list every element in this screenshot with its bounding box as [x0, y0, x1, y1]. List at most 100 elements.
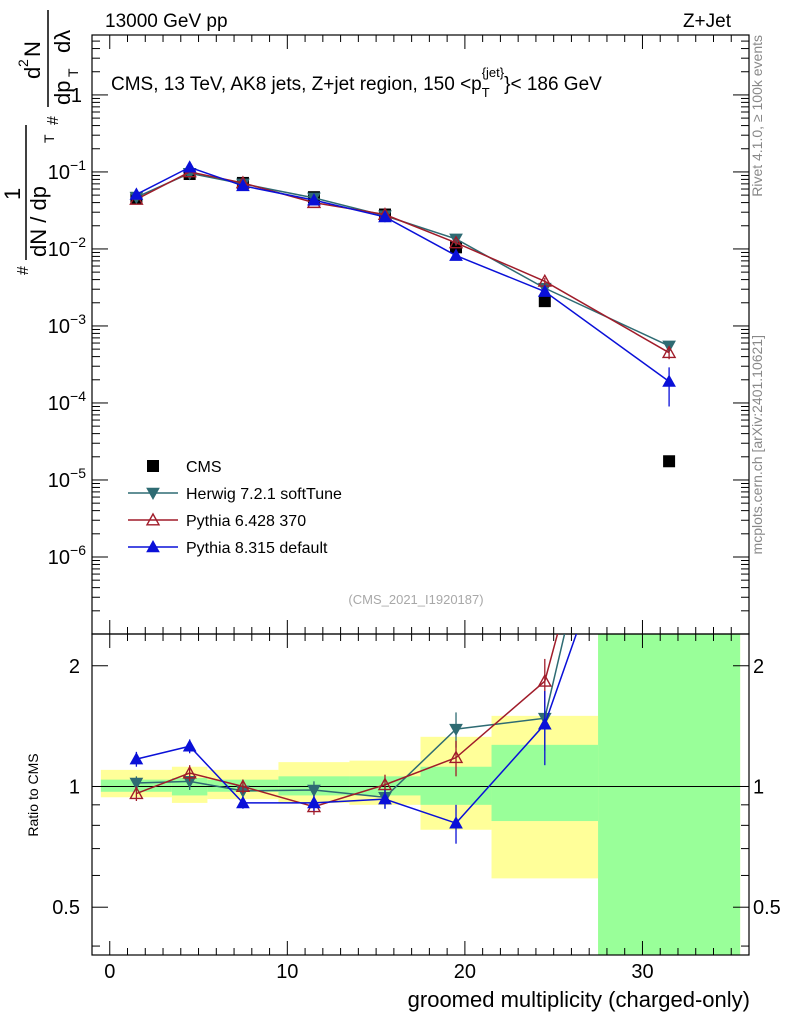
ratio-line-pythia8 — [136, 634, 578, 825]
ytick-base-2: 10 — [48, 239, 70, 261]
ratio-point-pythia6-4 — [377, 777, 393, 791]
main-ytick-label-1: 10−1 — [48, 157, 86, 184]
x-tick-label-10: 10 — [276, 961, 298, 983]
side-label-top: Rivet 4.1.0, ≥ 100k events — [749, 35, 765, 197]
legend-marker-pythia6 — [145, 512, 161, 526]
main-ytick-label-6: 10−6 — [48, 542, 86, 569]
ratio-ytick-label-right-1: 1 — [753, 776, 764, 798]
x-tick-label-20: 20 — [454, 961, 476, 983]
ratio-ytick-label-right-0: 0.5 — [753, 897, 781, 919]
ytick-exp-4: −4 — [70, 388, 86, 404]
main-line-herwig — [136, 172, 670, 347]
main-ytick-label-5: 10−5 — [48, 465, 86, 492]
ratio-ytick-label-left-1: 1 — [69, 776, 80, 798]
main-point-pythia8-1 — [182, 160, 197, 173]
main-point-pythia6-5 — [448, 235, 464, 249]
legend-entry-pythia6: Pythia 6.428 370 — [128, 512, 306, 530]
ratio-frame — [91, 633, 750, 956]
ratio-point-pythia8-1 — [182, 739, 197, 752]
main-point-herwig-5 — [449, 233, 463, 246]
ratio-point-pythia6-1 — [182, 765, 197, 779]
x-axis-label: groomed multiplicity (charged-only) — [408, 987, 750, 1012]
main-series-pythia8 — [129, 160, 676, 407]
legend-label-pythia6: Pythia 6.428 370 — [186, 513, 306, 530]
main-ytick-label-2: 10−2 — [48, 234, 86, 261]
ylabel-d: d — [20, 67, 45, 79]
ytick-exp-1: −1 — [70, 157, 86, 173]
main-ytick-label-0: 1 — [71, 85, 82, 107]
ratio-point-pythia8-4 — [378, 792, 392, 805]
ratio-ytick-label-right-2: 2 — [753, 656, 764, 678]
main-series-pythia6 — [129, 164, 677, 360]
ratio-bands — [92, 634, 749, 955]
ytick-base-4: 10 — [48, 393, 70, 415]
main-point-pythia8-2 — [236, 178, 250, 192]
title-part-a: CMS, 13 TeV, AK8 jets, Z+jet region, 150… — [111, 74, 482, 95]
ylabel-dn-dpt: dN / dp — [26, 186, 51, 257]
main-point-pythia8-0 — [129, 187, 144, 200]
main-point-pythia8-5 — [449, 248, 463, 261]
ylabel-n: N — [20, 41, 45, 57]
ratio-point-pythia8-6 — [537, 717, 552, 730]
legend-marker-pythia8 — [146, 539, 160, 553]
band-inner-7 — [598, 634, 741, 955]
ytick-exp-3: −3 — [70, 311, 86, 327]
ratio-line-pythia6 — [136, 634, 559, 808]
analysis-watermark: (CMS_2021_I1920187) — [348, 592, 483, 607]
x-tick-label-0: 0 — [104, 961, 115, 983]
legend-label-pythia8: Pythia 8.315 default — [186, 540, 328, 557]
main-point-pythia6-7 — [661, 345, 677, 359]
main-ytick-label-4: 10−4 — [48, 388, 86, 415]
side-label-bottom: mcplots.cern.ch [arXiv:2401.10621] — [749, 335, 765, 554]
ylabel-sub-t-2: T — [65, 68, 81, 77]
ytick-base-3: 10 — [48, 316, 70, 338]
plot-title: CMS, 13 TeV, AK8 jets, Z+jet region, 150… — [111, 65, 602, 100]
legend-label-cms: CMS — [186, 459, 222, 476]
title-sub: T — [482, 85, 490, 100]
ratio-point-pythia6-2 — [235, 779, 251, 792]
ytick-base-6: 10 — [48, 547, 70, 569]
ratio-point-herwig-3 — [307, 784, 321, 798]
ratio-point-herwig-5 — [449, 723, 463, 737]
main-ylabel: # 1 dN / dp T # d 2 N dp T dλ — [0, 10, 81, 275]
ytick-base-5: 10 — [48, 470, 70, 492]
ratio-ytick-label-left-0: 0.5 — [52, 897, 80, 919]
ylabel-sub-t-1: T — [41, 134, 57, 143]
main-line-pythia6 — [136, 171, 670, 354]
legend-entry-pythia8: Pythia 8.315 default — [128, 539, 328, 557]
main-ytick-label-3: 10−3 — [48, 311, 86, 338]
main-point-pythia8-3 — [307, 193, 321, 206]
ratio-point-pythia8-2 — [236, 795, 250, 809]
ylabel-hash-2: # — [45, 116, 62, 125]
main-series-cms — [130, 168, 676, 468]
legend-label-herwig: Herwig 7.2.1 softTune — [186, 486, 342, 503]
ratio-series-pythia8 — [129, 634, 578, 844]
ylabel-hash-1: # — [15, 266, 32, 275]
x-tick-label-30: 30 — [631, 961, 653, 983]
main-point-pythia8-6 — [537, 284, 552, 297]
ylabel-one: 1 — [0, 188, 25, 200]
ratio-line-herwig — [136, 634, 566, 799]
legend-marker-cms — [147, 460, 159, 472]
legend-entry-cms: CMS — [147, 459, 222, 476]
ylabel-sup-2: 2 — [15, 59, 31, 67]
ratio-point-pythia6-5 — [448, 750, 464, 764]
ratio-series-group — [129, 634, 578, 844]
legend-marker-herwig — [146, 487, 160, 501]
main-point-pythia8-4 — [378, 209, 392, 223]
ratio-point-pythia6-6 — [537, 673, 552, 687]
main-point-pythia8-7 — [662, 374, 676, 387]
ratio-point-pythia8-5 — [449, 816, 463, 829]
header-left: 13000 GeV pp — [105, 11, 228, 32]
ratio-ylabel: Ratio to CMS — [25, 753, 41, 836]
ytick-exp-5: −5 — [70, 465, 86, 481]
main-point-cms-6 — [538, 295, 551, 308]
ratio-point-pythia8-0 — [129, 752, 144, 765]
title-sup: {jet} — [482, 65, 505, 80]
main-series-herwig — [129, 168, 676, 353]
ratio-point-herwig-0 — [129, 777, 144, 791]
main-point-cms-7 — [663, 455, 676, 468]
ytick-base-1: 10 — [48, 162, 70, 184]
ratio-ytick-label-left-2: 2 — [69, 656, 80, 678]
ylabel-dp: dp — [50, 81, 75, 105]
